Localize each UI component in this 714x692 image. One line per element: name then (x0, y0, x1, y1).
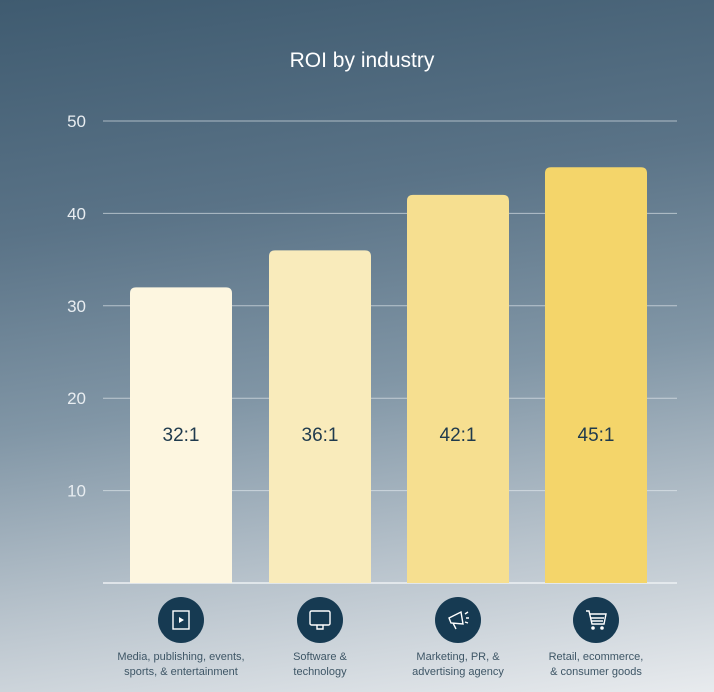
category-label: technology (293, 666, 347, 678)
bar (545, 167, 647, 583)
category-label: Retail, ecommerce, (549, 651, 644, 663)
icon-circle (573, 597, 619, 643)
icon-shape (600, 626, 604, 630)
category-label: Marketing, PR, & (416, 651, 500, 663)
y-tick-label: 20 (67, 389, 86, 408)
y-tick-label: 50 (67, 112, 86, 131)
category-label: sports, & entertainment (124, 666, 238, 678)
icon-shape (448, 610, 464, 630)
bar (269, 250, 371, 584)
computer-monitor-icon (297, 597, 343, 643)
video-player-icon (158, 597, 204, 643)
y-tick-label: 10 (67, 482, 86, 501)
data-label: 42:1 (440, 425, 477, 446)
icon-shape (591, 626, 595, 630)
icon-shape (309, 610, 331, 626)
bar (407, 194, 509, 584)
category-label: Media, publishing, events, (117, 651, 244, 663)
icon-shape (172, 610, 190, 630)
icon-circle (435, 597, 481, 643)
chart-title: ROI by industry (290, 49, 435, 72)
category-label: advertising agency (412, 666, 504, 678)
megaphone-icon (435, 597, 481, 643)
y-tick-label: 30 (67, 297, 86, 316)
icon-circle (297, 597, 343, 643)
icon-shape (586, 610, 607, 625)
icon-shape (464, 611, 469, 624)
bar (130, 287, 232, 583)
category-label: & consumer goods (550, 666, 642, 678)
data-label: 32:1 (163, 425, 200, 446)
data-label: 36:1 (302, 425, 339, 446)
shopping-cart-icon (573, 597, 619, 643)
y-tick-label: 40 (67, 204, 86, 223)
icon-shape (179, 617, 184, 623)
icon-shape (316, 625, 324, 630)
category-label: Software & (293, 651, 347, 663)
data-label: 45:1 (578, 425, 615, 446)
